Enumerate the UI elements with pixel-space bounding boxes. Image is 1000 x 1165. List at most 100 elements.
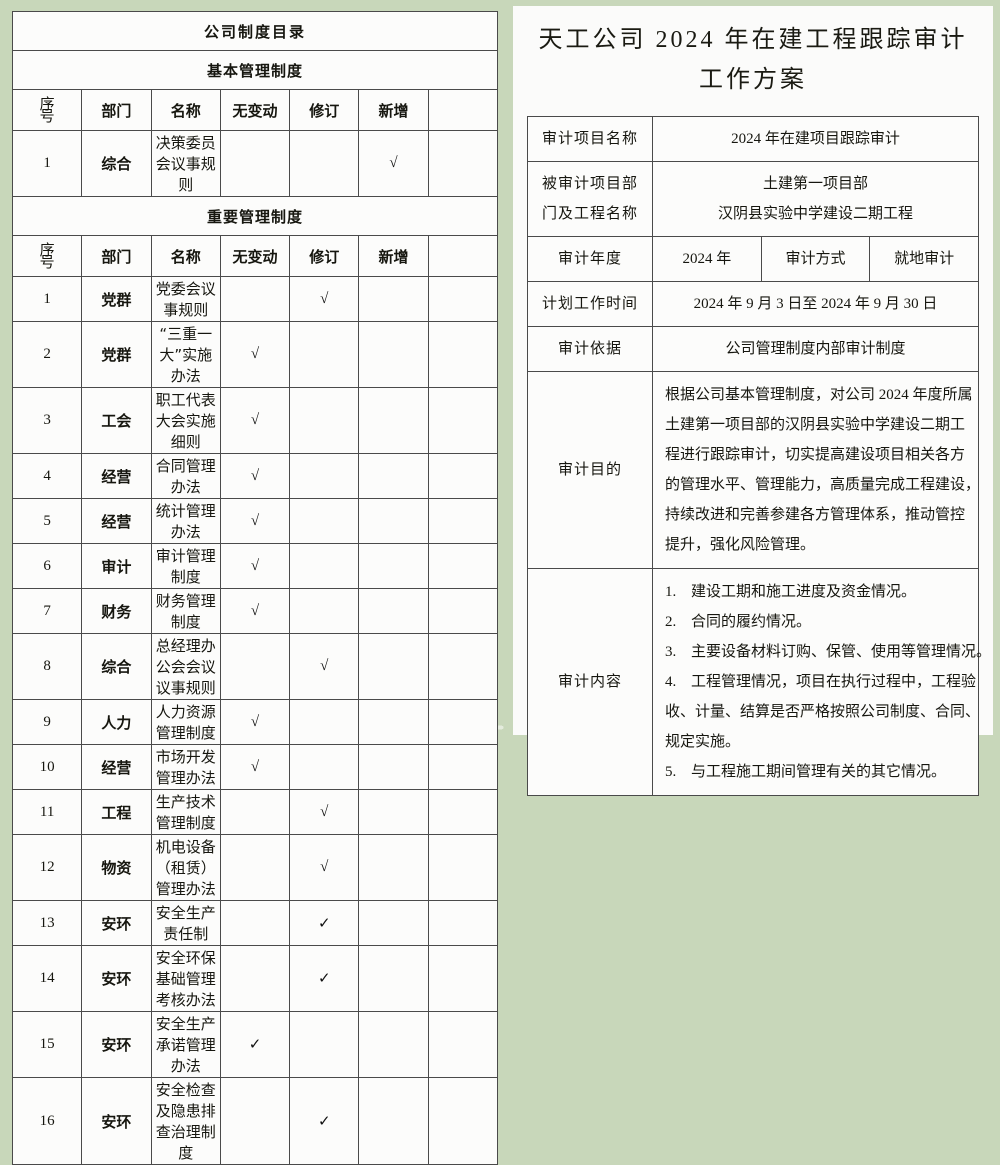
row-audit-basis: 审计依据 公司管理制度内部审计制度 bbox=[527, 326, 979, 372]
label-audit-method: 审计方式 bbox=[760, 236, 871, 282]
content-item-line-1: 建设工期和施工进度及资金情况。 bbox=[691, 584, 917, 600]
content-item-line-1: 主要设备材料订购、保管、使用等管理情况。 bbox=[691, 644, 992, 660]
cell-revised: √ bbox=[289, 789, 360, 835]
cell-department: 工程 bbox=[81, 789, 152, 835]
value-project-name: 2024 年在建项目跟踪审计 bbox=[652, 116, 979, 162]
cell-name: 财务管理制度 bbox=[150, 588, 221, 634]
row-audit-year: 审计年度 2024 年 审计方式 就地审计 bbox=[527, 236, 979, 282]
cell-name: 生产技术管理制度 bbox=[150, 789, 221, 835]
column-header-7 bbox=[427, 235, 499, 277]
table-row: 7 财务 财务管理制度 √ bbox=[11, 588, 499, 634]
cell-name: 机电设备（租赁）管理办法 bbox=[150, 834, 221, 901]
content-item-5: 5. 与工程施工期间管理有关的其它情况。 bbox=[665, 757, 968, 787]
cell-name: 总经理办公会会议议事规则 bbox=[150, 633, 221, 700]
cell-department: 人力 bbox=[81, 699, 152, 745]
cell-no-change bbox=[219, 633, 291, 700]
label-project-name: 审计项目名称 bbox=[527, 116, 653, 162]
content-item-text: 合同的履约情况。 bbox=[691, 607, 968, 637]
cell-extra bbox=[427, 834, 499, 901]
cell-new bbox=[358, 900, 429, 946]
cell-revised bbox=[289, 744, 360, 790]
cell-revised: ✓ bbox=[289, 900, 360, 946]
value-audit-purpose: 根据公司基本管理制度，对公司 2024 年度所属 土建第一项目部的汉阴县实验中学建… bbox=[652, 371, 980, 569]
value-plan-time: 2024 年 9 月 3 日至 2024 年 9 月 30 日 bbox=[652, 281, 979, 327]
cell-new bbox=[358, 387, 429, 454]
purpose-line-2: 土建第一项目部的汉阴县实验中学建设二期工 bbox=[665, 417, 966, 433]
cell-no-change: √ bbox=[219, 453, 291, 499]
audit-plan-title: 天工公司 2024 年在建工程跟踪审计 工作方案 bbox=[513, 6, 993, 110]
cell-department: 党群 bbox=[81, 321, 152, 388]
content-item-3: 3. 主要设备材料订购、保管、使用等管理情况。 bbox=[665, 637, 991, 667]
cell-name: “三重一大”实施办法 bbox=[150, 321, 221, 388]
cell-revised bbox=[289, 453, 360, 499]
column-header-5: 修订 bbox=[289, 235, 360, 277]
cell-department: 安环 bbox=[81, 900, 152, 946]
cell-extra bbox=[427, 945, 499, 1012]
row-project-name: 审计项目名称 2024 年在建项目跟踪审计 bbox=[527, 116, 979, 162]
cell-no-change: √ bbox=[219, 387, 291, 454]
label-plan-time: 计划工作时间 bbox=[527, 281, 653, 327]
content-item-number: 1. bbox=[665, 584, 677, 600]
cell-no-change: √ bbox=[219, 588, 291, 634]
table-row: 3 工会 职工代表大会实施细则 √ bbox=[11, 387, 499, 454]
row-audit-content: 审计内容 1. 建设工期和施工进度及资金情况。 2. 合同的履约情况。 3. 主要设备材料… bbox=[527, 568, 991, 796]
column-header-5: 修订 bbox=[289, 89, 360, 131]
value-audit-method: 就地审计 bbox=[869, 236, 979, 282]
value-audited-unit-line2: 汉阴县实验中学建设二期工程 bbox=[717, 206, 913, 222]
cell-revised bbox=[289, 588, 360, 634]
table-row: 12 物资 机电设备（租赁）管理办法 √ bbox=[11, 834, 499, 901]
purpose-line-6: 提升，强化风险管理。 bbox=[665, 537, 816, 553]
column-header-3: 名称 bbox=[150, 89, 221, 131]
cell-name: 职工代表大会实施细则 bbox=[150, 387, 221, 454]
section-heading-row: 基本管理制度 bbox=[12, 50, 498, 90]
cell-no-change bbox=[219, 834, 291, 901]
catalog-title-row: 公司制度目录 bbox=[12, 11, 498, 51]
cell-seq: 7 bbox=[11, 588, 83, 634]
cell-extra bbox=[427, 130, 499, 197]
cell-new bbox=[358, 834, 429, 901]
audit-plan-title-line1: 天工公司 2024 年在建工程跟踪审计 bbox=[538, 27, 968, 53]
section-heading-row: 重要管理制度 bbox=[12, 196, 498, 236]
column-header-1: 序号 bbox=[11, 89, 83, 131]
row-audit-purpose: 审计目的 根据公司基本管理制度，对公司 2024 年度所属 土建第一项目部的汉阴县… bbox=[527, 371, 980, 569]
value-audited-unit: 土建第一项目部 汉阴县实验中学建设二期工程 bbox=[652, 161, 979, 237]
content-item-number: 2. bbox=[665, 614, 677, 630]
cell-no-change bbox=[219, 900, 291, 946]
cell-name: 审计管理制度 bbox=[150, 543, 221, 589]
cell-no-change: √ bbox=[219, 498, 291, 544]
cell-department: 安环 bbox=[81, 1011, 152, 1078]
cell-department: 安环 bbox=[81, 945, 152, 1012]
cell-revised bbox=[289, 130, 360, 197]
cell-extra bbox=[427, 588, 499, 634]
cell-new bbox=[358, 543, 429, 589]
company-system-catalog-table: 公司制度目录 基本管理制度序号部门 名称 无变动 修订 新增 1 综合 决策委员会议事规则 √ 重要… bbox=[11, 11, 499, 1165]
cell-department: 经营 bbox=[81, 744, 152, 790]
cell-seq: 11 bbox=[11, 789, 83, 835]
cell-name: 合同管理办法 bbox=[150, 453, 221, 499]
audit-plan-title-line2: 工作方案 bbox=[699, 67, 807, 93]
cell-revised bbox=[289, 699, 360, 745]
content-item-2: 2. 合同的履约情况。 bbox=[665, 607, 968, 637]
cell-extra bbox=[427, 276, 499, 322]
cell-no-change bbox=[219, 130, 291, 197]
cell-seq: 1 bbox=[11, 276, 83, 322]
table-row: 11 工程 生产技术管理制度 √ bbox=[11, 789, 499, 835]
cell-extra bbox=[427, 498, 499, 544]
purpose-line-5: 持续改进和完善参建各方管理体系，推动管控 bbox=[665, 507, 966, 523]
cell-seq: 5 bbox=[11, 498, 83, 544]
column-header-row: 序号部门 名称 无变动 修订 新增 bbox=[11, 235, 499, 277]
table-row: 8 综合 总经理办公会会议议事规则 √ bbox=[11, 633, 499, 700]
cell-seq: 16 bbox=[11, 1077, 83, 1165]
cell-new bbox=[358, 945, 429, 1012]
content-item-line-1: 工程管理情况，项目在执行过程中，工程验 bbox=[691, 674, 977, 690]
cell-extra bbox=[427, 744, 499, 790]
label-audit-basis: 审计依据 bbox=[527, 326, 653, 372]
table-row: 1 综合 决策委员会议事规则 √ bbox=[11, 130, 499, 197]
row-audited-unit: 被审计项目部 门及工程名称 土建第一项目部 汉阴县实验中学建设二期工程 bbox=[527, 161, 979, 237]
label-audited-unit-line1: 被审计项目部 bbox=[541, 176, 638, 192]
cell-no-change: √ bbox=[219, 744, 291, 790]
content-item-text: 工程管理情况，项目在执行过程中，工程验 收、计量、结算是否严格按照公司制度、合同、… bbox=[665, 667, 980, 757]
column-header-4: 无变动 bbox=[219, 235, 291, 277]
cell-name: 安全生产责任制 bbox=[150, 900, 221, 946]
catalog-title: 公司制度目录 bbox=[12, 11, 498, 51]
